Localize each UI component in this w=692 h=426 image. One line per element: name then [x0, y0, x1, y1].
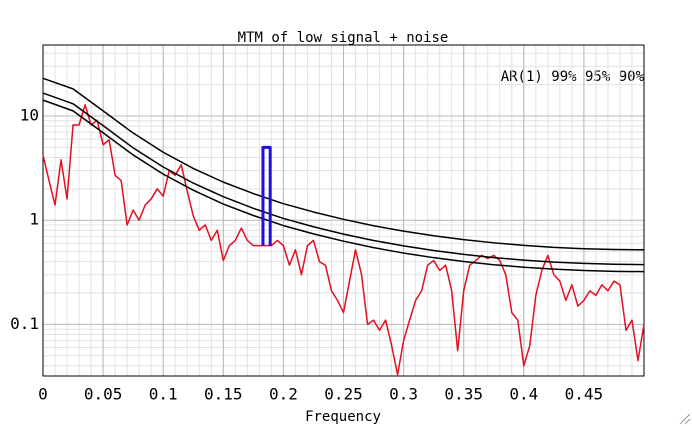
plot-frame: [42, 44, 645, 377]
y-tick-label: 1: [29, 210, 39, 229]
x-tick-label: 0.15: [204, 385, 243, 404]
series-line: [42, 99, 645, 273]
series-line: [42, 104, 645, 376]
x-tick-label: 0: [38, 385, 48, 404]
x-axis-label: Frequency: [305, 409, 381, 425]
series-line: [42, 77, 645, 251]
x-tick-label: 0.1: [149, 385, 178, 404]
annotation: AR(1) 99% 95% 90%: [501, 69, 645, 85]
x-tick-label: 0.2: [269, 385, 298, 404]
x-tick-label: 0.05: [84, 385, 123, 404]
chart-title: MTM of low signal + noise: [238, 30, 449, 46]
series-line: [42, 92, 645, 266]
series-line: [261, 145, 272, 246]
x-tick-label: 0.45: [565, 385, 604, 404]
y-tick-label: 0.1: [10, 314, 39, 333]
x-tick-label: 0.3: [389, 385, 418, 404]
x-tick-label: 0.4: [509, 385, 538, 404]
y-tick-label: 10: [20, 105, 39, 124]
x-tick-label: 0.25: [324, 385, 363, 404]
x-tick-label: 0.35: [444, 385, 483, 404]
resize-handle: [679, 413, 691, 425]
